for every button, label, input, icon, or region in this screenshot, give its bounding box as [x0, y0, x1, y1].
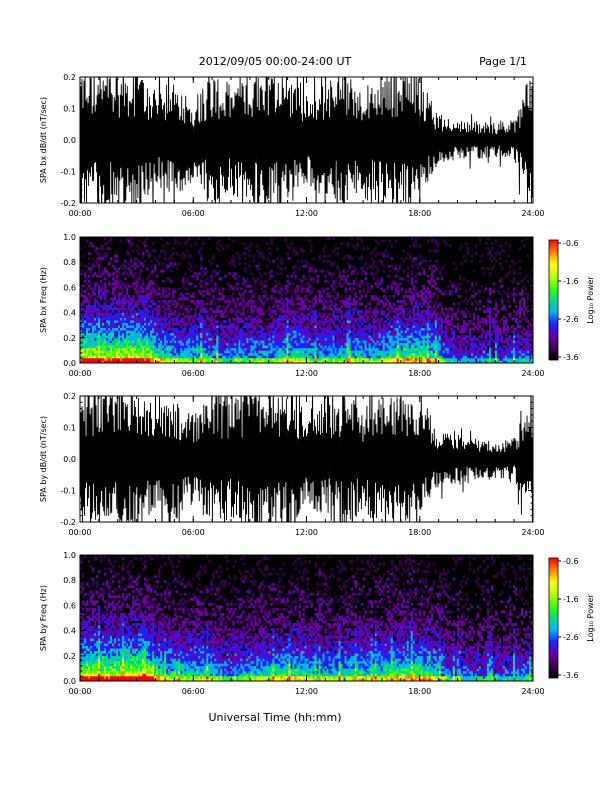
y-tick-label: 0.0: [63, 136, 76, 145]
y-tick-label: -0.2: [60, 518, 76, 527]
y-tick-label: 0.8: [63, 258, 76, 267]
x-tick-label: 12:00: [295, 528, 318, 537]
colorbar-tick-label: -3.6: [563, 671, 579, 680]
y-tick-label: 0.2: [63, 334, 76, 343]
x-tick-label: 24:00: [521, 369, 544, 378]
y-tick-label: 0.4: [63, 627, 76, 636]
y-tick-label: 0.2: [63, 73, 76, 82]
x-tick-label: 06:00: [182, 687, 205, 696]
x-tick-label: 24:00: [521, 209, 544, 218]
by-freq-spectrogram-panel: 00:00 06:00 12:00 18:00 24:00 0.0 0.2 0.4 0.6 0.8…: [39, 551, 595, 696]
spectrogram-cells: [80, 555, 534, 682]
x-tick-label: 18:00: [408, 209, 431, 218]
y-tick-label: 0.1: [63, 105, 76, 114]
dbdt-trace: [80, 396, 533, 522]
y-tick-label: -0.2: [60, 199, 76, 208]
colorbar-tick-label: -2.6: [563, 633, 579, 642]
x-tick-label: 00:00: [68, 209, 91, 218]
colorbar-tick-label: -1.6: [563, 277, 579, 286]
bx-dbdt-panel: 00:00 06:00 12:00 18:00 24:00 -0.2 -0.1 0.0 0.1 0…: [39, 73, 545, 218]
x-tick-label: 12:00: [295, 687, 318, 696]
y-tick-label: 0.0: [63, 359, 76, 368]
x-tick-label: 06:00: [182, 369, 205, 378]
x-tick-label: 00:00: [68, 528, 91, 537]
y-axis-label: SPA by dB/dt (nT/sec): [39, 416, 48, 502]
colorbar-tick-label: -0.6: [563, 557, 579, 566]
plot-title: 2012/09/05 00:00-24:00 UT: [199, 55, 352, 68]
y-axis-label: SPA by Freq (Hz): [39, 585, 48, 651]
x-tick-label: 00:00: [68, 369, 91, 378]
colorbar-label: Log₁₀ Power: [586, 276, 595, 324]
dbdt-trace: [80, 77, 533, 203]
colorbar-tick-label: -1.6: [563, 595, 579, 604]
y-tick-label: 1.0: [63, 233, 76, 242]
y-tick-label: 0.6: [63, 601, 76, 610]
x-tick-label: 18:00: [408, 369, 431, 378]
colorbar-tick-label: -3.6: [563, 353, 579, 362]
x-tick-label: 12:00: [295, 369, 318, 378]
y-tick-label: 0.0: [63, 677, 76, 686]
x-tick-label: 24:00: [521, 528, 544, 537]
y-tick-label: -0.1: [60, 487, 76, 496]
y-axis-label: SPA bx dB/dt (nT/sec): [39, 97, 48, 183]
colorbar: [548, 557, 559, 679]
y-tick-label: 0.4: [63, 309, 76, 318]
x-tick-label: 00:00: [68, 687, 91, 696]
y-tick-label: 0.2: [63, 392, 76, 401]
y-tick-label: 0.8: [63, 576, 76, 585]
page-indicator: Page 1/1: [479, 55, 527, 68]
colorbar-tick-label: -2.6: [563, 315, 579, 324]
y-tick-label: 1.0: [63, 551, 76, 560]
spectrogram-cells: [80, 237, 534, 364]
y-tick-label: -0.1: [60, 168, 76, 177]
y-tick-label: 0.0: [63, 455, 76, 464]
colorbar-label: Log₁₀ Power: [586, 594, 595, 642]
x-tick-label: 06:00: [182, 528, 205, 537]
x-tick-label: 12:00: [295, 209, 318, 218]
x-tick-label: 24:00: [521, 687, 544, 696]
y-tick-label: 0.6: [63, 283, 76, 292]
x-tick-label: 06:00: [182, 209, 205, 218]
y-tick-label: 0.2: [63, 652, 76, 661]
colorbar: [548, 239, 559, 361]
y-tick-label: 0.1: [63, 424, 76, 433]
by-dbdt-panel: 00:00 06:00 12:00 18:00 24:00 -0.2 -0.1 0.0 0.1 0…: [39, 392, 545, 537]
x-tick-label: 18:00: [408, 528, 431, 537]
x-axis-title: Universal Time (hh:mm): [209, 711, 342, 724]
bx-freq-spectrogram-panel: 00:00 06:00 12:00 18:00 24:00 0.0 0.2 0.4 0.6 0.8…: [39, 233, 595, 378]
y-axis-label: SPA bx Freq (Hz): [39, 267, 48, 333]
x-tick-label: 18:00: [408, 687, 431, 696]
colorbar-tick-label: -0.6: [563, 239, 579, 248]
